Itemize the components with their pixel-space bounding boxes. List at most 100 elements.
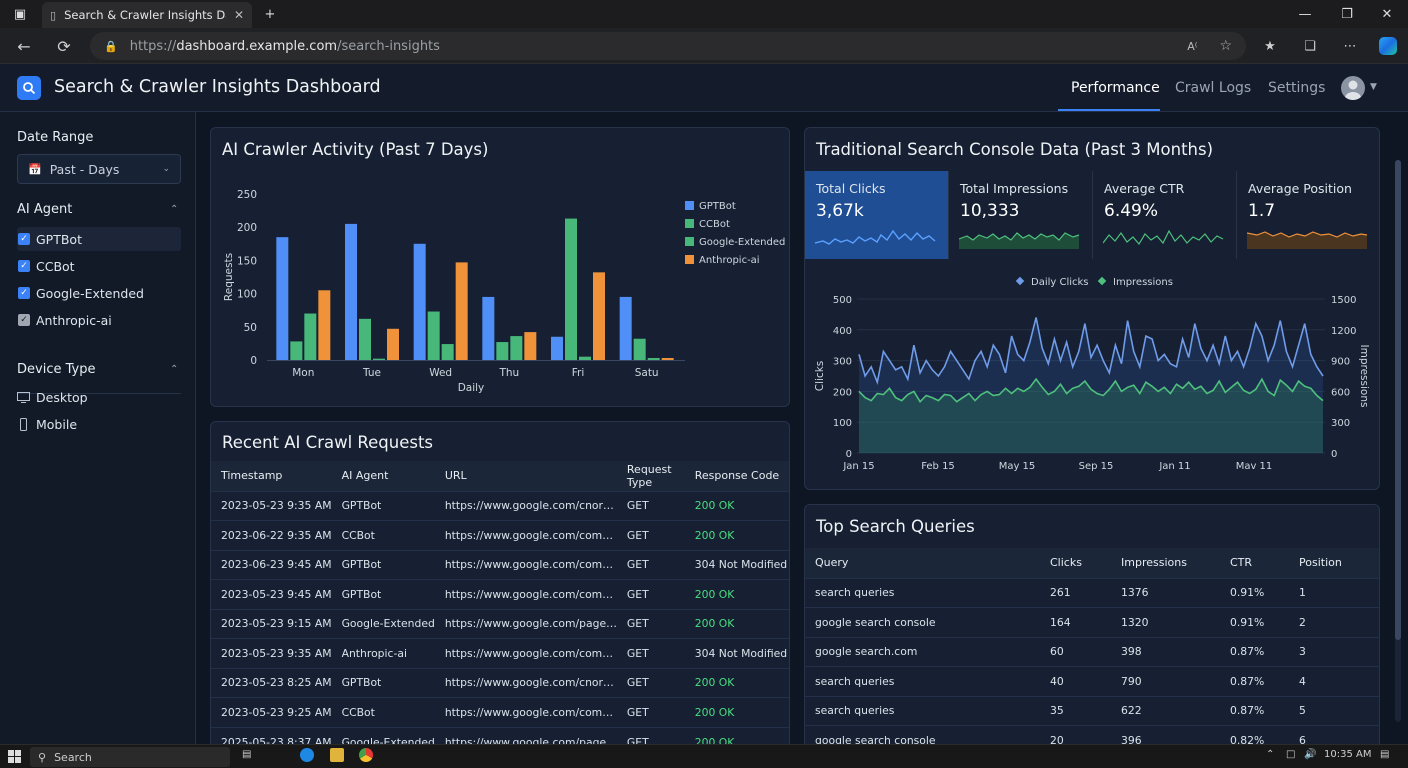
network-icon[interactable]: □ [1286, 749, 1296, 760]
collections-icon[interactable]: ❏ [1304, 38, 1316, 54]
column-header[interactable]: Clicks [1040, 548, 1111, 578]
file-explorer-icon[interactable] [330, 748, 344, 762]
column-header[interactable]: Query [805, 548, 1040, 578]
bar-ccbot-wed [427, 311, 440, 360]
table-cell: search queries [805, 666, 1040, 696]
stat-average-position[interactable]: Average Position 1.7 [1237, 171, 1379, 259]
volume-icon[interactable]: 🔊 [1304, 749, 1317, 760]
table-cell: GPTBot [331, 579, 435, 609]
table-row[interactable]: 2023-05-23 9:45 AM GPTBot https://www.goog… [211, 579, 789, 609]
table-cell: GET [616, 549, 685, 580]
table-cell: google search console [805, 607, 1040, 637]
table-row[interactable]: search queries 35 622 0.87% 5 [805, 695, 1379, 726]
device-mobile[interactable]: Mobile [17, 417, 77, 432]
table-row[interactable]: 2023-05-23 9:35 AM Anthropic-ai https://ww… [211, 638, 789, 668]
bar-gptbot-wed [413, 243, 426, 360]
avatar[interactable] [1341, 76, 1365, 100]
windows-start-icon[interactable] [8, 750, 21, 763]
device-desktop[interactable]: Desktop [17, 390, 88, 405]
minimize-icon[interactable]: — [1298, 6, 1312, 22]
x-tick-label: Mav 11 [1236, 461, 1273, 472]
tab-crawl-logs[interactable]: Crawl Logs [1175, 80, 1252, 96]
table-row[interactable]: 2023-05-23 8:25 AM GPTBot https://www.goog… [211, 667, 789, 698]
checkbox-checked-icon[interactable]: ✓ [18, 260, 30, 272]
column-header[interactable]: Response Code [684, 461, 789, 491]
checkbox-checked-icon[interactable]: ✓ [18, 287, 30, 299]
table-cell: 60 [1040, 636, 1111, 667]
tray-chevron-icon[interactable]: ⌃ [1266, 749, 1275, 760]
column-header[interactable]: Position [1289, 548, 1379, 578]
table-cell: GET [616, 608, 685, 639]
refresh-icon[interactable]: ⟳ [57, 36, 71, 56]
filter-ccbot[interactable]: ✓ CCBot [17, 254, 181, 278]
filter-gptbot[interactable]: ✓ GPTBot [17, 227, 181, 251]
scrollbar-thumb[interactable] [1395, 160, 1401, 640]
column-header[interactable]: URL [434, 461, 617, 491]
column-header[interactable]: Timestamp [211, 461, 332, 491]
copilot-icon[interactable] [1376, 34, 1400, 58]
table-cell: 2023-05-23 8:25 AM [211, 667, 332, 698]
notifications-icon[interactable]: ▤ [1380, 749, 1390, 760]
stat-total-clicks[interactable]: Total Clicks 3,67k [805, 171, 949, 259]
column-header[interactable]: Request Type [616, 461, 685, 491]
column-header[interactable]: CTR [1220, 548, 1289, 578]
x-axis-label: Daily [458, 382, 485, 394]
collapse-chevron-icon[interactable]: ⌃ [170, 364, 179, 375]
table-row[interactable]: 2023-05-23 9:35 AM GPTBot https://www.goog… [211, 490, 789, 521]
tab-actions-icon[interactable]: ▣ [13, 6, 27, 22]
checkbox-checked-icon[interactable]: ✓ [18, 233, 30, 245]
close-tab-icon[interactable]: ✕ [233, 8, 244, 22]
taskbar-search[interactable]: ⚲ Search [30, 747, 230, 767]
new-tab-icon[interactable]: + [264, 6, 276, 22]
date-range-select[interactable]: 📅 Past - Days ⌄ [17, 154, 181, 184]
table-row[interactable]: search queries 40 790 0.87% 4 [805, 666, 1379, 696]
table-row[interactable]: 2023-05-23 9:25 AM CCBot https://www.googl… [211, 697, 789, 727]
scrollbar[interactable] [1395, 160, 1401, 722]
favorites-icon[interactable]: ★ [1264, 38, 1276, 54]
more-icon[interactable]: ⋯ [1343, 38, 1357, 54]
chrome-icon[interactable] [359, 748, 373, 762]
table-cell: GPTBot [331, 667, 435, 698]
chevron-down-icon[interactable]: ▼ [1370, 82, 1377, 92]
table-row[interactable]: search queries 261 1376 0.91% 1 [805, 577, 1379, 608]
favorite-star-icon[interactable]: ☆ [1219, 38, 1232, 54]
collapse-chevron-icon[interactable]: ⌃ [170, 204, 179, 215]
table-cell: 304 Not Modified [684, 549, 789, 580]
column-header[interactable]: AI Agent [331, 461, 435, 491]
y-tick-label: 100 [237, 289, 257, 301]
table-cell: 200 OK [684, 579, 789, 609]
table-row[interactable]: google search.com 60 398 0.87% 3 [805, 636, 1379, 667]
legend-label: Google-Extended [699, 237, 785, 248]
filter-google-extended[interactable]: ✓ Google-Extended [17, 281, 181, 305]
stat-total-impressions[interactable]: Total Impressions 10,333 [949, 171, 1093, 259]
browser-tab[interactable]: ▯ Search & Crawler Insights Dash ✕ [42, 2, 252, 28]
recent-requests-table: Timestamp AI Agent URL Request Type Response… [211, 461, 789, 750]
tab-settings[interactable]: Settings [1268, 80, 1326, 96]
clock[interactable]: 10:35 AM [1324, 749, 1372, 760]
stat-average-ctr[interactable]: Average CTR 6.49% [1093, 171, 1237, 259]
bar-gptbot-mon [276, 237, 289, 360]
read-aloud-icon[interactable]: A⁽ [1187, 39, 1198, 53]
table-row[interactable]: 2023-05-23 9:15 AM Google-Extended https:/… [211, 608, 789, 639]
tab-performance[interactable]: Performance [1071, 80, 1160, 96]
legend-swatch [685, 255, 694, 264]
checkbox-checked-icon[interactable]: ✓ [18, 314, 30, 326]
url-field[interactable]: 🔒 https://dashboard.example.com/search-i… [90, 32, 1246, 60]
close-window-icon[interactable]: ✕ [1381, 6, 1393, 22]
edge-browser-icon[interactable] [300, 748, 314, 762]
address-bar-row: ← ⟳ 🔒 https://dashboard.example.com/sear… [0, 28, 1408, 64]
dashboard-app: Search & Crawler Insights Dashboard Perf… [0, 64, 1408, 754]
back-icon[interactable]: ← [17, 36, 31, 56]
table-row[interactable]: 2023-06-22 9:35 AM CCBot https://www.googl… [211, 520, 789, 550]
table-row[interactable]: google search console 164 1320 0.91% 2 [805, 607, 1379, 637]
column-header[interactable]: Impressions [1111, 548, 1220, 578]
legend-label: Impressions [1113, 277, 1173, 288]
y-tick-label: 150 [237, 255, 257, 267]
task-view-icon[interactable]: ▤ [242, 749, 252, 760]
table-row[interactable]: 2023-06-23 9:45 AM GPTBot https://www.goog… [211, 549, 789, 580]
filter-anthropic-ai[interactable]: ✓ Anthropic-ai [17, 308, 181, 332]
table-header-row: Timestamp AI Agent URL Request Type Response… [211, 461, 789, 491]
tab-strip: ▣ ▯ Search & Crawler Insights Dash ✕ + —… [0, 0, 1408, 28]
maximize-icon[interactable]: ❐ [1341, 6, 1353, 22]
bar-anthropic-ai-fri [593, 272, 605, 360]
